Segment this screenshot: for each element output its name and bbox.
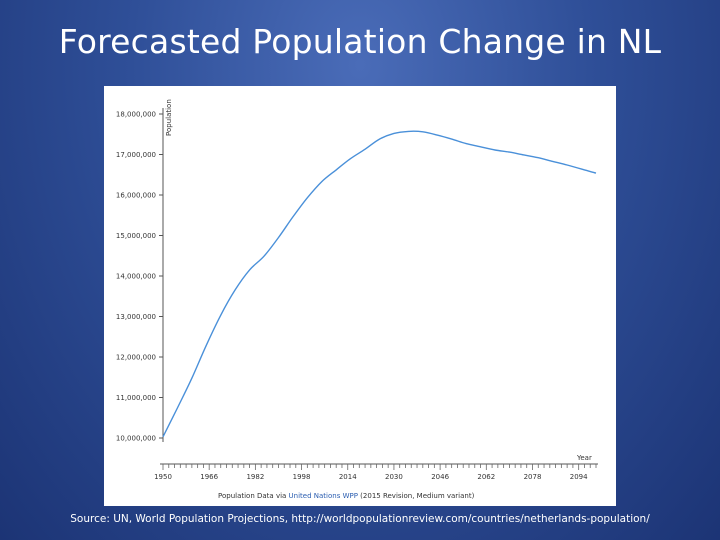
x-tick-label: 1982 (246, 473, 264, 481)
attribution-prefix: Population Data via (218, 492, 289, 500)
attribution-suffix: (2015 Revision, Medium variant) (358, 492, 475, 500)
y-tick-label: 13,000,000 (116, 313, 156, 321)
population-line-chart: 10,000,000 11,000,000 12,000,000 13,000,000… (116, 99, 598, 500)
x-tick-label: 2046 (431, 473, 449, 481)
x-tick-label: 1950 (154, 473, 172, 481)
y-axis-title: Population (165, 99, 173, 136)
x-axis-title: Year (576, 454, 592, 462)
y-tick-label: 14,000,000 (116, 273, 156, 281)
x-tick-label: 2062 (477, 473, 495, 481)
series-group (162, 130, 597, 438)
y-tick-label: 17,000,000 (116, 151, 156, 159)
x-tick-label: 2030 (385, 473, 403, 481)
population-series-line (162, 130, 597, 438)
x-tick-label: 1966 (200, 473, 218, 481)
y-tick-label: 12,000,000 (116, 354, 156, 362)
source-citation: Source: UN, World Population Projections… (70, 513, 650, 525)
y-axis: 10,000,000 11,000,000 12,000,000 13,000,000… (116, 108, 164, 443)
x-tick-label: 2094 (570, 473, 588, 481)
x-axis: 1950 1966 1982 1998 2014 2030 2046 2062 2078 2094 (154, 463, 598, 481)
chart-panel: 10,000,000 11,000,000 12,000,000 13,000,000… (104, 86, 616, 506)
attribution-link[interactable]: United Nations WPP (289, 492, 358, 500)
y-tick-label: 11,000,000 (116, 394, 156, 402)
slide-title: Forecasted Population Change in NL (58, 22, 662, 61)
y-tick-label: 18,000,000 (116, 111, 156, 119)
chart-attribution: Population Data via United Nations WPP (… (218, 492, 475, 500)
x-tick-label: 1998 (293, 473, 311, 481)
y-tick-label: 15,000,000 (116, 232, 156, 240)
x-tick-label: 2078 (524, 473, 542, 481)
x-tick-label: 2014 (339, 473, 357, 481)
y-tick-label: 16,000,000 (116, 192, 156, 200)
y-tick-label: 10,000,000 (116, 435, 156, 443)
